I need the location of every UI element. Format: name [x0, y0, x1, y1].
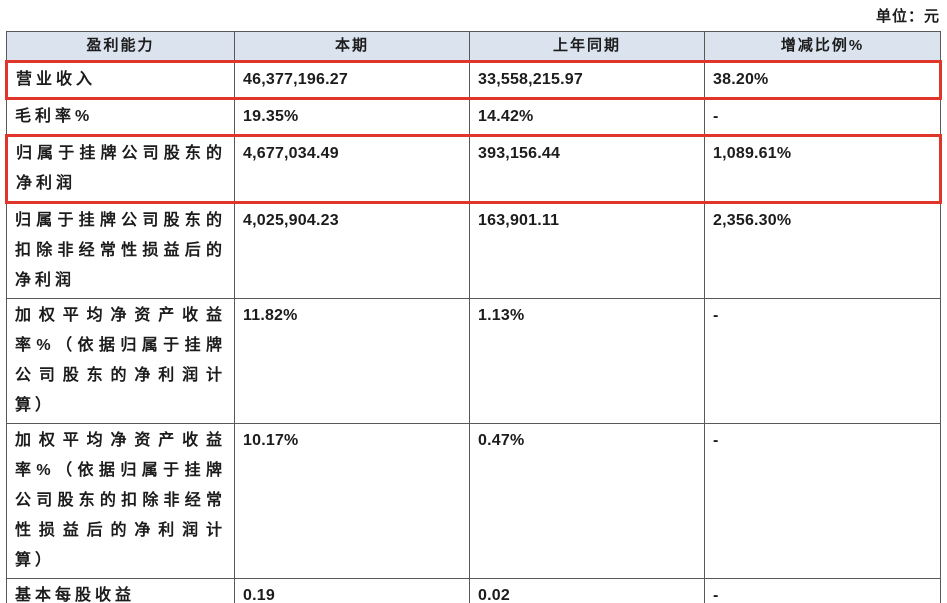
row-label-cell: 加权平均净资产收益率%（依据归属于挂牌公司股东的净利润计算） — [6, 298, 235, 424]
table-body: 营业收入 46,377,196.27 33,558,215.97 38.20% 毛利率%… — [5, 60, 942, 603]
change-value-cell: - — [704, 298, 941, 424]
row-label-cell: 基本每股收益 — [6, 578, 235, 603]
current-value-cell: 4,677,034.49 — [234, 134, 470, 204]
row-label-cell: 营业收入 — [5, 60, 235, 100]
current-value-cell: 0.19 — [234, 578, 470, 603]
column-header: 本期 — [234, 31, 470, 62]
row-label-cell: 加权平均净资产收益率%（依据归属于挂牌公司股东的扣除非经常性损益后的净利润计算） — [6, 423, 235, 579]
table-row: 归属于挂牌公司股东的净利润 4,677,034.49 393,156.44 1,089… — [5, 134, 942, 204]
table-row: 营业收入 46,377,196.27 33,558,215.97 38.20% — [5, 60, 942, 100]
table-header-row: 盈利能力 本期 上年同期 增减比例% — [6, 31, 941, 62]
current-value-cell: 4,025,904.23 — [234, 202, 470, 299]
row-label-cell: 归属于挂牌公司股东的扣除非经常性损益后的净利润 — [6, 202, 235, 299]
change-value-cell: 1,089.61% — [704, 134, 942, 204]
column-header: 增减比例% — [704, 31, 941, 62]
row-label-cell: 毛利率% — [6, 98, 235, 136]
table-row: 基本每股收益 0.19 0.02- — [6, 578, 941, 603]
row-label-cell: 归属于挂牌公司股东的净利润 — [5, 134, 235, 204]
table-row: 加权平均净资产收益率%（依据归属于挂牌公司股东的净利润计算） 11.82% 1.13… — [6, 298, 941, 424]
table-row: 毛利率% 19.35% 14.42% - — [6, 98, 941, 136]
current-value-cell: 19.35% — [234, 98, 470, 136]
change-value-cell: 2,356.30% — [704, 202, 941, 299]
prior-value-cell: 0.02 — [469, 578, 705, 603]
prior-value-cell: 14.42% — [469, 98, 705, 136]
current-value-cell: 10.17% — [234, 423, 470, 579]
change-value-cell: 38.20% — [704, 60, 942, 100]
current-value-cell: 46,377,196.27 — [234, 60, 470, 100]
prior-value-cell: 1.13% — [469, 298, 705, 424]
table-row: 加权平均净资产收益率%（依据归属于挂牌公司股东的扣除非经常性损益后的净利润计算）… — [6, 423, 941, 579]
current-value-cell: 11.82% — [234, 298, 470, 424]
change-value-cell: - — [704, 423, 941, 579]
unit-label: 单位：元 — [875, 8, 940, 25]
change-value-cell: - — [704, 578, 941, 603]
profitability-table: 盈利能力 本期 上年同期 增减比例% 营业收入 46,377,196.27 33,558,… — [5, 31, 942, 603]
column-header: 上年同期 — [469, 31, 705, 62]
column-header: 盈利能力 — [6, 31, 235, 62]
change-value-cell: - — [704, 98, 941, 136]
prior-value-cell: 163,901.11 — [469, 202, 705, 299]
table-row: 归属于挂牌公司股东的扣除非经常性损益后的净利润 4,025,904.23 163,9… — [6, 202, 941, 299]
prior-value-cell: 33,558,215.97 — [469, 60, 705, 100]
prior-value-cell: 393,156.44 — [469, 134, 705, 204]
prior-value-cell: 0.47% — [469, 423, 705, 579]
